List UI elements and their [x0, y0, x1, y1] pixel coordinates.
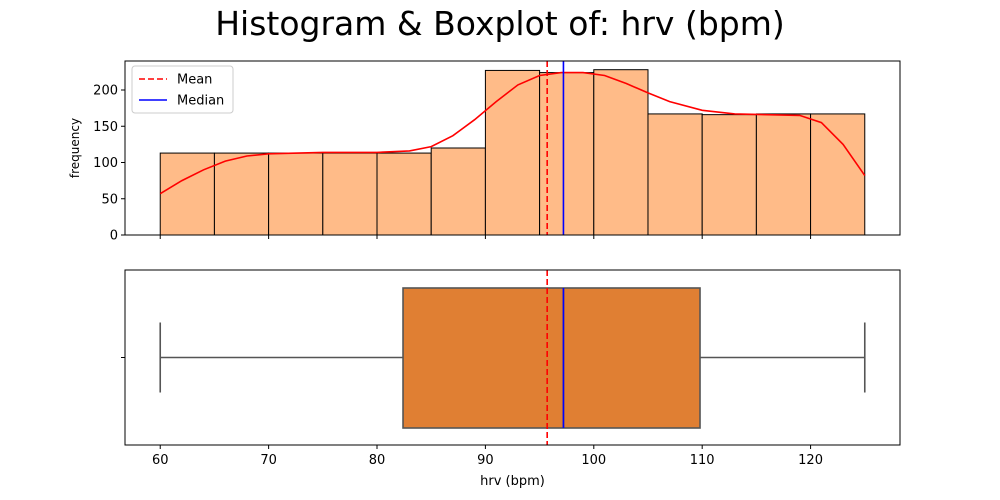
- histogram-bar: [376, 152, 432, 236]
- y-axis-label: frequency: [68, 118, 82, 178]
- kde-curve: [159, 71, 866, 195]
- x-tick-label: 110: [690, 453, 715, 468]
- histogram-bar: [539, 72, 595, 236]
- legend-label-mean: Mean: [177, 73, 212, 88]
- histogram-bar: [430, 147, 486, 236]
- x-tick-label: 70: [260, 453, 277, 468]
- y-tick-label: 0: [110, 229, 118, 244]
- y-tick-label: 50: [101, 192, 118, 207]
- legend: Mean Median: [131, 65, 234, 114]
- y-tick-label: 150: [93, 120, 118, 135]
- x-axis-label: hrv (bpm): [480, 474, 545, 489]
- histogram-axes-frame: [124, 60, 901, 236]
- x-tick-label: 90: [477, 453, 494, 468]
- histogram-bar: [647, 113, 703, 236]
- x-tick-label: 100: [581, 453, 606, 468]
- legend-label-median: Median: [177, 94, 224, 109]
- legend-box: [131, 65, 234, 114]
- histogram-bar: [268, 152, 324, 236]
- iqr-box: [402, 287, 701, 429]
- y-tick-label: 100: [93, 156, 118, 171]
- histogram-bar: [810, 113, 866, 236]
- histogram-bar: [484, 69, 541, 236]
- figure-title: Histogram & Boxplot of: hrv (bpm): [215, 4, 785, 43]
- histogram-bar: [159, 152, 215, 236]
- histogram-bar: [755, 113, 812, 236]
- histogram-bar: [213, 152, 270, 236]
- histogram-bar: [322, 152, 378, 236]
- histogram-bar: [701, 114, 757, 236]
- x-tick-label: 120: [798, 453, 823, 468]
- histogram-bar: [593, 69, 649, 236]
- x-tick-label: 60: [152, 453, 169, 468]
- x-tick-label: 80: [369, 453, 386, 468]
- y-tick-label: 200: [93, 84, 118, 99]
